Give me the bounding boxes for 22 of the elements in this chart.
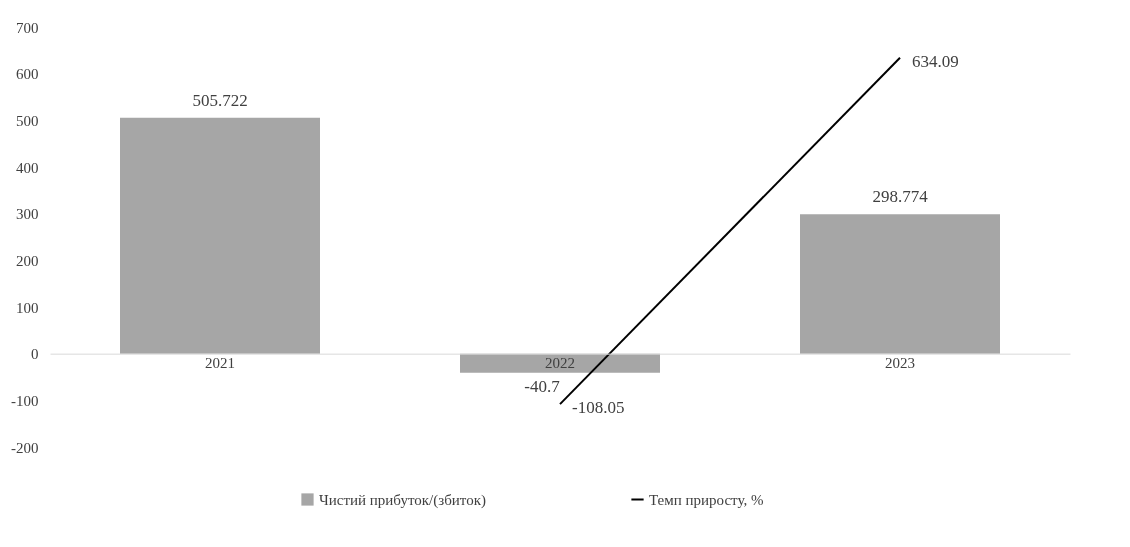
y-tick-label: 300: [16, 206, 39, 223]
data-label: 298.774: [872, 187, 929, 207]
bar: [120, 117, 320, 354]
y-tick-label: 500: [16, 112, 39, 129]
data-label: -108.05: [572, 398, 625, 418]
y-tick-label: -200: [11, 439, 39, 456]
bar: [800, 214, 1000, 354]
x-tick-label: 2022: [545, 355, 575, 372]
y-tick-label: 700: [16, 19, 39, 36]
legend-label: Чистий прибуток/(збиток): [319, 491, 486, 509]
y-tick-label: 0: [31, 346, 39, 363]
legend-label: Темп приросту, %: [649, 491, 764, 508]
x-tick-label: 2023: [885, 355, 915, 372]
data-label: 505.722: [192, 90, 248, 110]
data-label: 634.09: [912, 51, 959, 71]
y-tick-label: 100: [16, 299, 39, 316]
data-label: -40.7: [524, 376, 561, 396]
x-tick-label: 2021: [205, 355, 235, 372]
y-tick-label: 200: [16, 252, 39, 269]
y-tick-label: -100: [11, 392, 39, 409]
y-tick-label: 400: [16, 159, 39, 176]
y-tick-label: 600: [16, 66, 39, 83]
